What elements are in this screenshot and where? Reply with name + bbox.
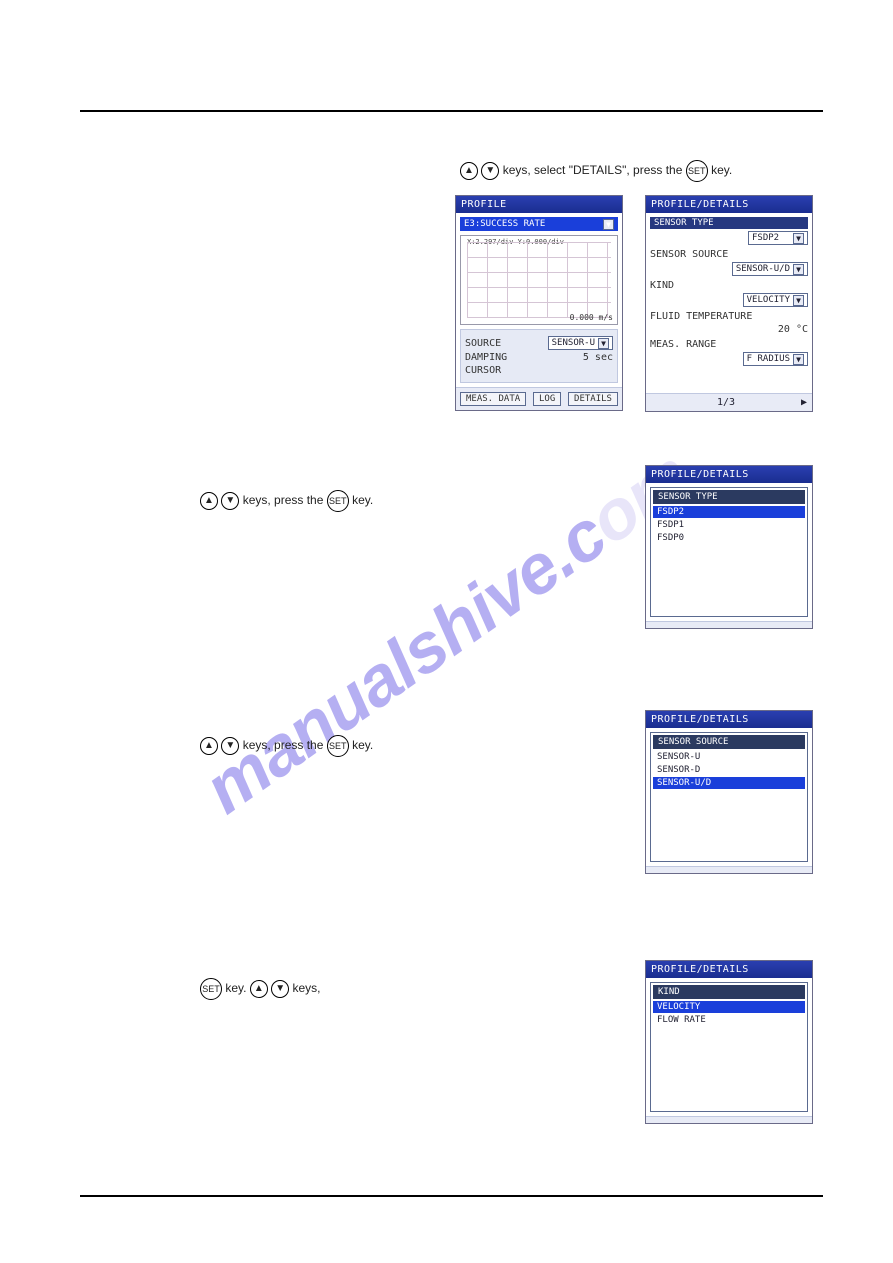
instr2-p1: keys, press the: [243, 493, 327, 507]
meas-data-button[interactable]: MEAS. DATA: [460, 392, 526, 406]
sensor-source-section-head: SENSOR SOURCE: [653, 735, 805, 749]
source-value: SENSOR-U: [552, 338, 595, 348]
log-button[interactable]: LOG: [533, 392, 561, 406]
chart-grid: [467, 242, 611, 318]
source-label: SOURCE: [465, 338, 501, 349]
chevron-down-icon: ▼: [598, 338, 609, 349]
down-key-icon: [481, 162, 499, 180]
cursor-label: CURSOR: [465, 365, 501, 376]
meas-range-label: MEAS. RANGE: [650, 339, 808, 350]
sensor-type-label: SENSOR TYPE: [650, 217, 808, 229]
kind-value: VELOCITY: [747, 295, 790, 305]
down-key-icon: [271, 980, 289, 998]
profile-buttons-row: MEAS. DATA LOG DETAILS: [456, 387, 622, 410]
set-key-icon: SET: [686, 160, 708, 182]
damping-value: 5 sec: [583, 352, 613, 363]
list-item[interactable]: SENSOR-U/D: [653, 777, 805, 789]
set-key-icon: SET: [200, 978, 222, 1000]
chevron-down-icon: ▼: [603, 219, 614, 230]
sensor-source-select[interactable]: SENSOR-U/D ▼: [732, 262, 808, 276]
set-key-icon: SET: [327, 490, 349, 512]
instr-sensor-type: keys, press the SET key.: [200, 490, 620, 512]
kind-list-panel: PROFILE/DETAILS KIND VELOCITY FLOW RATE: [645, 960, 813, 1124]
up-key-icon: [200, 492, 218, 510]
sensor-source-listbox: SENSOR SOURCE SENSOR-U SENSOR-D SENSOR-U…: [650, 732, 808, 862]
chevron-down-icon: ▼: [793, 295, 804, 306]
up-key-icon: [250, 980, 268, 998]
kind-listbox: KIND VELOCITY FLOW RATE: [650, 982, 808, 1112]
damping-label: DAMPING: [465, 352, 507, 363]
source-select[interactable]: SENSOR-U ▼: [548, 336, 613, 350]
down-key-icon: [221, 737, 239, 755]
profile-titlebar: PROFILE: [456, 196, 622, 213]
details-button[interactable]: DETAILS: [568, 392, 618, 406]
instr2-p2: key.: [352, 493, 373, 507]
sensor-source-label: SENSOR SOURCE: [650, 249, 808, 260]
page-indicator: 1/3: [717, 397, 735, 408]
chart-readout: 0.000 m/s: [570, 313, 613, 322]
meas-range-value: F RADIUS: [747, 354, 790, 364]
sensor-source-list-titlebar: PROFILE/DETAILS: [646, 711, 812, 728]
list-item[interactable]: FSDP1: [653, 519, 805, 531]
instr4-p1: key.: [225, 981, 249, 995]
chart-area: X:2.297/div Y:0.000/div 0.000 m/s: [460, 235, 618, 325]
chevron-down-icon: ▼: [793, 264, 804, 275]
meas-range-select[interactable]: F RADIUS ▼: [743, 352, 808, 366]
instr3-p2: key.: [352, 738, 373, 752]
details-instruction: keys, select "DETAILS", press the SET ke…: [460, 160, 840, 182]
sensor-source-value: SENSOR-U/D: [736, 264, 790, 274]
bottom-rule: [80, 1195, 823, 1197]
chevron-down-icon: ▼: [793, 354, 804, 365]
sensor-type-value: FSDP2: [752, 233, 779, 243]
profile-source-area: SOURCE SENSOR-U ▼ DAMPING 5 sec CURSOR: [460, 329, 618, 383]
top-rule: [80, 110, 823, 112]
list-item[interactable]: SENSOR-D: [653, 764, 805, 776]
up-key-icon: [200, 737, 218, 755]
instr-kind: SET key. keys,: [200, 978, 620, 1000]
sensor-type-list-titlebar: PROFILE/DETAILS: [646, 466, 812, 483]
fluid-temp-value: 20 °C: [778, 324, 808, 335]
set-key-icon: SET: [327, 735, 349, 757]
list-item[interactable]: FLOW RATE: [653, 1014, 805, 1026]
watermark-prefix: manualshive.c: [190, 494, 619, 827]
kind-section-head: KIND: [653, 985, 805, 999]
profile-panel: PROFILE E3:SUCCESS RATE ▼ X:2.297/div Y:…: [455, 195, 623, 411]
list-item[interactable]: VELOCITY: [653, 1001, 805, 1013]
details-titlebar: PROFILE/DETAILS: [646, 196, 812, 213]
list-item[interactable]: FSDP0: [653, 532, 805, 544]
kind-select[interactable]: VELOCITY ▼: [743, 293, 808, 307]
fluid-temp-label: FLUID TEMPERATURE: [650, 311, 808, 322]
kind-label: KIND: [650, 280, 808, 291]
down-key-icon: [221, 492, 239, 510]
up-key-icon: [460, 162, 478, 180]
list-item[interactable]: SENSOR-U: [653, 751, 805, 763]
instr-sensor-source: keys, press the SET key.: [200, 735, 620, 757]
instr-text-2: key.: [711, 163, 732, 177]
sensor-type-list-panel: PROFILE/DETAILS SENSOR TYPE FSDP2 FSDP1 …: [645, 465, 813, 629]
instr3-p1: keys, press the: [243, 738, 327, 752]
chevron-down-icon: ▼: [793, 233, 804, 244]
chart-type-value: E3:SUCCESS RATE: [464, 219, 545, 229]
details-main-panel: PROFILE/DETAILS SENSOR TYPE FSDP2 ▼ SENS…: [645, 195, 813, 412]
chart-type-select[interactable]: E3:SUCCESS RATE ▼: [460, 217, 618, 231]
sensor-type-select[interactable]: FSDP2 ▼: [748, 231, 808, 245]
instr4-p2: keys,: [292, 981, 320, 995]
sensor-type-listbox: SENSOR TYPE FSDP2 FSDP1 FSDP0: [650, 487, 808, 617]
kind-list-titlebar: PROFILE/DETAILS: [646, 961, 812, 978]
instr-text-1: keys, select "DETAILS", press the: [503, 163, 686, 177]
list-item[interactable]: FSDP2: [653, 506, 805, 518]
sensor-source-list-panel: PROFILE/DETAILS SENSOR SOURCE SENSOR-U S…: [645, 710, 813, 874]
sensor-type-section-head: SENSOR TYPE: [653, 490, 805, 504]
next-page-icon[interactable]: ▶: [801, 397, 807, 408]
